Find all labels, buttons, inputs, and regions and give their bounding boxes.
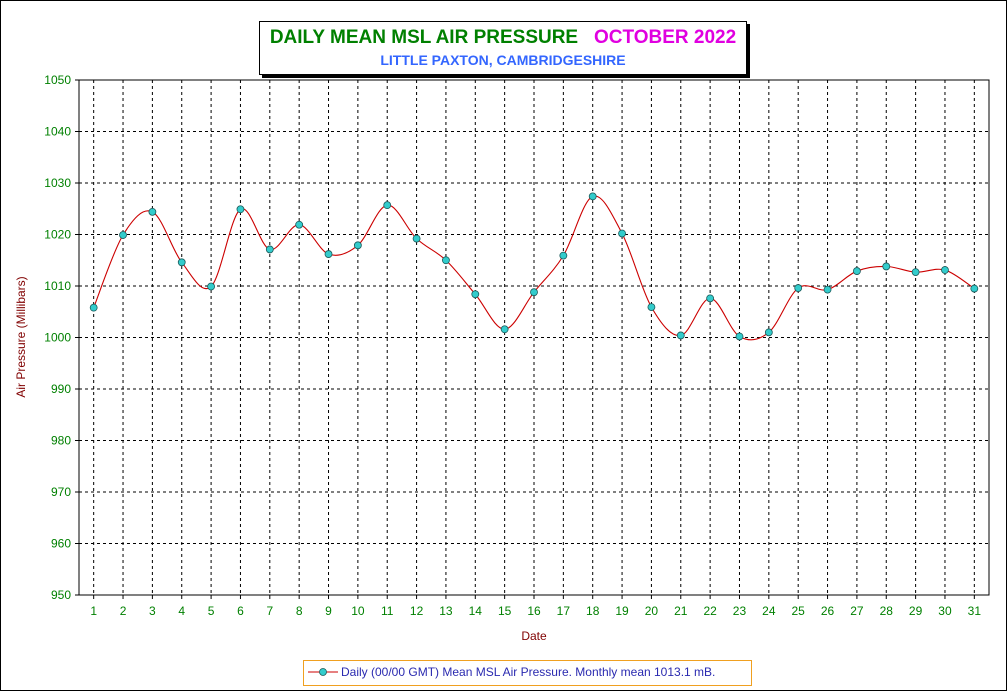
x-tick-label: 14 bbox=[469, 604, 483, 618]
x-tick-label: 11 bbox=[381, 604, 394, 618]
data-point bbox=[324, 250, 333, 258]
legend-swatch bbox=[308, 668, 338, 676]
data-point bbox=[970, 284, 979, 293]
data-point bbox=[500, 325, 509, 334]
data-point bbox=[530, 288, 538, 297]
y-tick-label: 1020 bbox=[44, 228, 71, 242]
data-point bbox=[89, 303, 98, 312]
series-layer bbox=[89, 192, 979, 341]
x-tick-label: 1 bbox=[90, 604, 97, 618]
data-point bbox=[207, 282, 215, 291]
data-point bbox=[735, 332, 744, 341]
x-tick-label: 31 bbox=[968, 604, 982, 618]
x-tick-label: 4 bbox=[178, 604, 185, 618]
x-tick-label: 5 bbox=[208, 604, 215, 618]
data-point bbox=[911, 268, 920, 276]
x-tick-label: 26 bbox=[821, 604, 835, 618]
data-point bbox=[148, 207, 157, 216]
data-point bbox=[353, 241, 362, 250]
data-point bbox=[676, 331, 685, 340]
data-point bbox=[588, 192, 597, 201]
x-tick-label: 15 bbox=[498, 604, 512, 618]
chart-title-box: DAILY MEAN MSL AIR PRESSURE OCTOBER 2022… bbox=[259, 21, 747, 75]
y-tick-label: 980 bbox=[51, 434, 71, 448]
x-tick-label: 19 bbox=[615, 604, 629, 618]
y-tick-label: 950 bbox=[51, 588, 71, 602]
x-tick-label: 10 bbox=[351, 604, 365, 618]
y-tick-label: 990 bbox=[51, 382, 71, 396]
y-tick-label: 970 bbox=[51, 485, 71, 499]
grid-layer bbox=[79, 80, 989, 595]
y-tick-label: 1010 bbox=[44, 279, 71, 293]
x-tick-label: 8 bbox=[296, 604, 303, 618]
x-tick-label: 22 bbox=[703, 604, 717, 618]
data-point bbox=[823, 285, 832, 294]
chart-title-line: DAILY MEAN MSL AIR PRESSURE OCTOBER 2022 bbox=[260, 27, 746, 49]
data-point bbox=[295, 220, 304, 229]
data-point bbox=[119, 231, 127, 239]
y-tick-label: 1030 bbox=[44, 176, 71, 190]
data-point bbox=[559, 251, 568, 260]
data-point bbox=[794, 284, 803, 292]
x-tick-label: 23 bbox=[733, 604, 747, 618]
x-tick-label: 25 bbox=[792, 604, 806, 618]
x-tick-label: 7 bbox=[266, 604, 273, 618]
data-point bbox=[853, 267, 861, 275]
x-tick-label: 30 bbox=[938, 604, 952, 618]
data-point bbox=[882, 262, 891, 271]
plot-area-border bbox=[78, 79, 990, 596]
y-tick-label: 1050 bbox=[44, 73, 71, 87]
y-axis-title: Air Pressure (Millibars) bbox=[14, 276, 28, 397]
x-tick-label: 2 bbox=[120, 604, 127, 618]
data-point bbox=[647, 303, 656, 312]
x-tick-label: 6 bbox=[237, 604, 244, 618]
x-tick-label: 24 bbox=[762, 604, 776, 618]
x-tick-label: 17 bbox=[557, 604, 571, 618]
data-point bbox=[265, 245, 274, 254]
data-point bbox=[236, 205, 245, 214]
data-point bbox=[618, 229, 626, 238]
x-tick-label: 18 bbox=[586, 604, 600, 618]
data-point bbox=[442, 256, 450, 265]
x-tick-label: 9 bbox=[325, 604, 332, 618]
x-tick-label: 3 bbox=[149, 604, 156, 618]
data-point bbox=[941, 266, 949, 274]
chart-title: DAILY MEAN MSL AIR PRESSURE bbox=[269, 27, 579, 48]
x-tick-label: 28 bbox=[880, 604, 894, 618]
x-tick-label: 21 bbox=[674, 604, 688, 618]
data-point bbox=[706, 294, 715, 303]
legend: Daily (00/00 GMT) Mean MSL Air Pressure.… bbox=[303, 660, 752, 686]
data-point bbox=[177, 258, 186, 267]
data-point bbox=[383, 201, 392, 210]
data-point bbox=[471, 290, 480, 299]
y-tick-label: 1000 bbox=[44, 331, 71, 345]
legend-label: Daily (00/00 GMT) Mean MSL Air Pressure.… bbox=[341, 665, 716, 679]
data-point bbox=[412, 234, 421, 243]
chart-subtitle: LITTLE PAXTON, CAMBRIDGESHIRE bbox=[380, 52, 626, 68]
y-tick-label: 960 bbox=[51, 537, 71, 551]
x-tick-label: 16 bbox=[527, 604, 541, 618]
legend-marker bbox=[319, 668, 327, 676]
x-tick-label: 20 bbox=[645, 604, 659, 618]
x-tick-label: 12 bbox=[410, 604, 424, 618]
data-point bbox=[764, 328, 773, 337]
y-tick-label: 1040 bbox=[44, 125, 71, 139]
x-axis-title: Date bbox=[521, 629, 547, 643]
chart-title-month: OCTOBER 2022 bbox=[593, 27, 737, 48]
x-tick-label: 27 bbox=[850, 604, 864, 618]
tick-layer: 9509609709809901000101010201030104010501… bbox=[44, 73, 981, 618]
x-tick-label: 29 bbox=[909, 604, 923, 618]
x-tick-label: 13 bbox=[439, 604, 453, 618]
